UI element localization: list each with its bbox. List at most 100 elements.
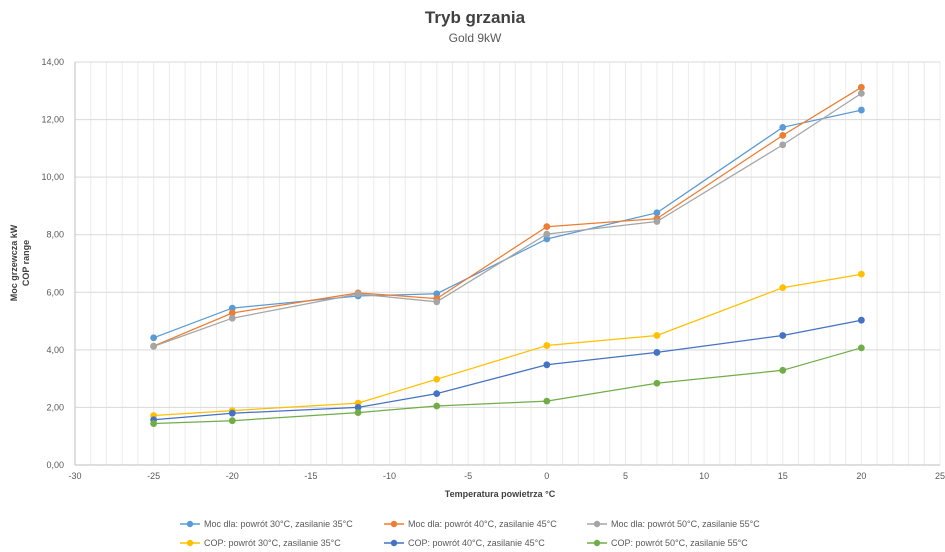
chart-subtitle: Gold 9kW bbox=[449, 31, 502, 45]
legend-swatch-marker bbox=[390, 539, 398, 547]
data-point bbox=[857, 344, 865, 352]
legend-label: COP: powrót 40°C, zasilanie 45°C bbox=[408, 538, 545, 548]
data-point bbox=[543, 342, 551, 349]
chart-title: Tryb grzania bbox=[425, 8, 526, 27]
data-point bbox=[779, 123, 787, 131]
x-tick-label: -25 bbox=[147, 471, 160, 481]
y-tick-label: 14,00 bbox=[41, 57, 64, 67]
data-point bbox=[228, 304, 236, 312]
series-group bbox=[150, 83, 865, 427]
legend-swatch-marker bbox=[593, 520, 601, 528]
data-point bbox=[543, 230, 551, 238]
series-6 bbox=[150, 344, 865, 427]
data-point bbox=[779, 366, 787, 374]
x-tick-label: -20 bbox=[226, 471, 239, 481]
data-point bbox=[150, 334, 158, 342]
axes: 0,00 2,00 4,00 6,00 8,00 10,00 12,00 14,00 -30 -2… bbox=[41, 57, 945, 481]
data-point bbox=[653, 218, 661, 225]
x-tick-label: -15 bbox=[304, 471, 317, 481]
data-point bbox=[653, 349, 661, 356]
series-line bbox=[153, 319, 862, 421]
x-tick-label: -30 bbox=[68, 471, 81, 481]
y-tick-label: 6,00 bbox=[46, 287, 64, 297]
legend-label: COP: powrót 30°C, zasilanie 35°C bbox=[204, 538, 341, 548]
data-point bbox=[857, 316, 865, 324]
data-point bbox=[354, 290, 362, 298]
data-point bbox=[150, 420, 158, 427]
x-tick-label: -10 bbox=[383, 471, 396, 481]
legend-swatch-marker bbox=[390, 520, 398, 528]
y-tick-label: 4,00 bbox=[46, 345, 64, 355]
x-tick-label: 15 bbox=[778, 471, 788, 481]
data-point bbox=[653, 332, 661, 339]
series-1 bbox=[150, 106, 865, 342]
legend-item: Moc dla: powrót 40°C, zasilanie 45°C bbox=[384, 519, 557, 529]
x-tick-label: 20 bbox=[856, 471, 866, 481]
data-point bbox=[228, 309, 236, 317]
data-point bbox=[433, 375, 441, 383]
y-tick-label: 2,00 bbox=[46, 402, 64, 412]
series-2 bbox=[150, 83, 865, 350]
legend-item: Moc dla: powrót 30°C, zasilanie 35°C bbox=[180, 519, 353, 529]
grid bbox=[75, 61, 941, 466]
data-point bbox=[543, 361, 551, 369]
series-line bbox=[153, 92, 862, 347]
data-point bbox=[653, 379, 661, 387]
data-point bbox=[857, 106, 865, 114]
x-tick-label: 5 bbox=[623, 471, 628, 481]
series-line bbox=[153, 109, 862, 339]
series-line bbox=[153, 347, 862, 425]
data-point bbox=[433, 402, 441, 410]
y-tick-label: 12,00 bbox=[41, 115, 64, 125]
data-point bbox=[543, 223, 551, 231]
data-point bbox=[779, 141, 787, 149]
data-point bbox=[150, 343, 158, 350]
legend-swatch-marker bbox=[186, 539, 194, 547]
legend: Moc dla: powrót 30°C, zasilanie 35°C Moc … bbox=[180, 519, 760, 548]
y-tick-label: 10,00 bbox=[41, 172, 64, 182]
data-point bbox=[433, 298, 441, 306]
legend-swatch-marker bbox=[186, 520, 194, 528]
series-5 bbox=[150, 316, 865, 424]
legend-swatch-marker bbox=[593, 539, 601, 547]
legend-item: Moc dla: powrót 50°C, zasilanie 55°C bbox=[587, 519, 760, 529]
series-line bbox=[153, 273, 862, 417]
legend-item: COP: powrót 40°C, zasilanie 45°C bbox=[384, 538, 545, 548]
x-tick-label: 10 bbox=[699, 471, 709, 481]
data-point bbox=[228, 409, 236, 417]
legend-label: COP: powrót 50°C, zasilanie 55°C bbox=[611, 538, 748, 548]
x-tick-label: 25 bbox=[935, 471, 945, 481]
legend-label: Moc dla: powrót 50°C, zasilanie 55°C bbox=[611, 519, 760, 529]
y-axis-title-line1: Moc grzewcza kW bbox=[9, 224, 19, 301]
data-point bbox=[857, 89, 865, 97]
x-axis-title: Temperatura powietrza °C bbox=[445, 489, 556, 499]
series-3 bbox=[150, 89, 865, 350]
y-axis-title-line2: COP range bbox=[21, 240, 31, 286]
legend-label: Moc dla: powrót 40°C, zasilanie 45°C bbox=[408, 519, 557, 529]
legend-item: COP: powrót 50°C, zasilanie 55°C bbox=[587, 538, 748, 548]
data-point bbox=[779, 132, 787, 139]
data-point bbox=[543, 397, 551, 405]
data-point bbox=[779, 284, 787, 292]
data-point bbox=[228, 314, 236, 322]
data-point bbox=[543, 235, 551, 243]
y-tick-label: 8,00 bbox=[46, 230, 64, 240]
data-point bbox=[653, 209, 661, 217]
data-point bbox=[354, 409, 362, 417]
x-tick-label: 0 bbox=[544, 471, 549, 481]
data-point bbox=[857, 270, 865, 278]
data-point bbox=[857, 83, 865, 91]
y-tick-label: 0,00 bbox=[46, 460, 64, 470]
series-4 bbox=[150, 270, 865, 419]
data-point bbox=[354, 404, 362, 411]
legend-item: COP: powrót 30°C, zasilanie 35°C bbox=[180, 538, 341, 548]
data-point bbox=[433, 290, 441, 298]
series-line bbox=[153, 86, 862, 347]
data-point bbox=[228, 417, 236, 425]
data-point bbox=[433, 390, 441, 398]
x-tick-label: -5 bbox=[464, 471, 472, 481]
legend-label: Moc dla: powrót 30°C, zasilanie 35°C bbox=[204, 519, 353, 529]
data-point bbox=[779, 332, 787, 339]
